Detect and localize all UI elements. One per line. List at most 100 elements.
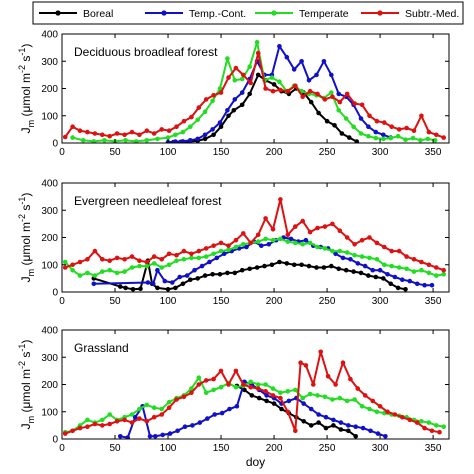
data-point [343,116,349,121]
data-point [330,94,335,99]
panel-title: Evergreen needleleaf forest [74,194,222,208]
x-tick-label: 50 [109,443,121,454]
data-point [270,237,276,243]
data-point [367,255,372,261]
data-point [85,417,90,423]
data-point [255,72,261,78]
data-point [210,127,215,132]
data-point [377,267,383,273]
x-tick-label: 350 [425,147,442,158]
data-point [270,227,276,232]
data-point [218,90,224,95]
y-tick-label: 0 [52,435,58,446]
data-point [336,266,342,272]
data-point [188,277,193,283]
data-point [374,257,380,262]
data-point [426,262,432,268]
data-point [225,270,230,276]
data-point [100,417,105,423]
data-point [286,398,292,404]
data-point [270,386,276,391]
data-point [170,280,175,285]
data-point [346,423,351,428]
x-tick-label: 100 [160,443,177,454]
data-point [352,252,357,258]
x-tick-label: 300 [372,443,389,454]
data-point [419,419,424,424]
data-point [414,281,420,287]
data-point [277,44,282,49]
data-point [362,263,368,269]
data-point [174,252,179,258]
data-point [107,421,112,427]
data-point [107,258,112,264]
data-point [383,434,388,439]
data-point [244,244,249,250]
data-point [102,138,107,143]
data-point [153,434,158,439]
data-point [166,128,172,133]
data-point [396,127,402,132]
data-point [225,108,230,113]
data-point [256,395,262,401]
data-point [352,242,357,247]
data-point [269,75,275,80]
data-point [100,257,105,262]
data-point [385,409,390,415]
data-point [226,75,231,80]
data-point [367,235,372,240]
data-point [196,382,202,387]
data-point [362,393,368,398]
data-point [374,118,380,124]
data-point [205,416,210,421]
legend-marker [55,10,61,16]
data-point [352,101,357,106]
x-tick-label: 0 [59,443,65,454]
data-point [85,424,90,430]
data-point [441,267,447,273]
series-line [64,198,445,272]
x-tick-label: 250 [319,443,336,454]
data-point [70,262,75,268]
data-point [197,420,203,425]
data-point [375,431,381,436]
data-point [151,261,157,266]
data-point [211,93,216,98]
data-point [400,277,405,283]
data-point [269,262,275,268]
data-point [173,285,178,291]
y-tick-label: 200 [41,233,58,244]
data-point [211,243,216,248]
data-point [137,406,142,412]
data-point [137,416,142,421]
data-point [374,240,380,246]
data-point [368,428,373,434]
data-point [324,118,330,124]
y-tick-label: 400 [41,30,58,41]
data-point [155,285,160,291]
data-point [129,129,135,135]
data-point [441,135,447,140]
x-tick-label: 350 [425,443,442,454]
data-point [315,91,320,97]
data-point [434,423,439,428]
data-point [181,118,187,124]
data-point [159,127,164,132]
data-point [182,424,188,430]
x-tick-label: 200 [266,443,283,454]
data-point [255,239,261,244]
panel: 0 100 200 300 400 0 50 100 150 200 250 300 350 Grassl… [17,326,450,454]
data-point [122,417,127,423]
data-point [233,368,239,374]
data-point [77,259,83,265]
x-tick-label: 50 [109,147,121,158]
series-line [64,350,440,435]
data-point [241,382,246,387]
data-point [100,132,105,138]
data-point [92,421,98,427]
data-point [92,273,98,278]
data-point [352,397,357,402]
data-point [333,251,338,257]
data-point [311,382,316,387]
series-group [62,39,447,143]
